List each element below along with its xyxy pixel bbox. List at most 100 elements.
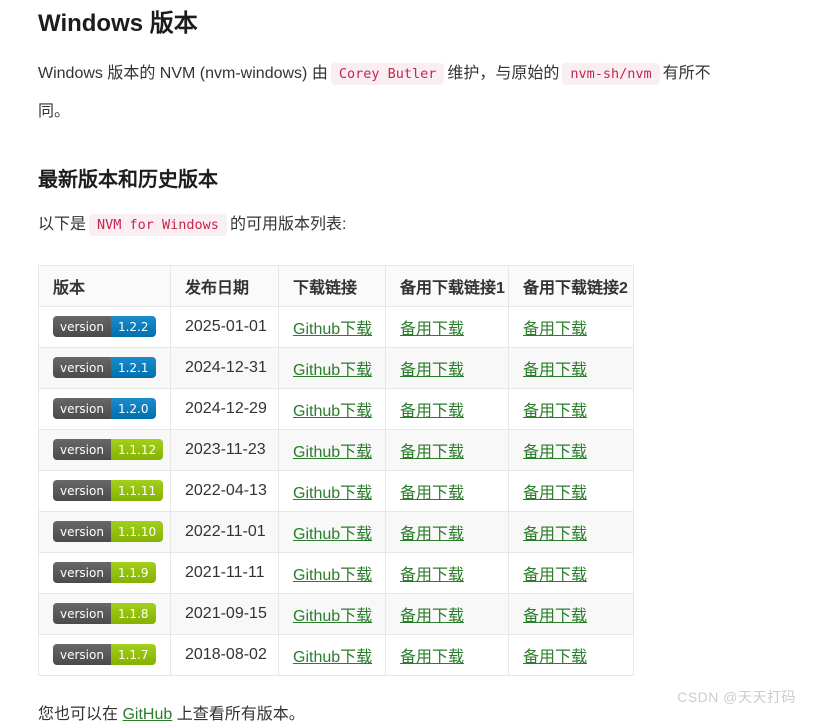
badge-version: 1.2.0 bbox=[110, 398, 156, 420]
article-content: Windows 版本 Windows 版本的 NVM (nvm-windows)… bbox=[0, 9, 815, 727]
table-row: version 1.2.0 2024-12-29 Github下载 备用下载 备用… bbox=[38, 387, 634, 430]
alt-download-link-2[interactable]: 备用下载 bbox=[523, 320, 588, 338]
alt-download-link-2[interactable]: 备用下载 bbox=[523, 566, 588, 584]
badge-label: version bbox=[53, 644, 111, 666]
versions-lede: 以下是 NVM for Windows 的可用版本列表: bbox=[38, 212, 777, 238]
alt-download-link-2[interactable]: 备用下载 bbox=[523, 402, 588, 420]
version-cell: version 1.1.9 bbox=[38, 551, 171, 594]
column-header-date: 发布日期 bbox=[170, 264, 279, 307]
github-download-link[interactable]: Github下载 bbox=[293, 648, 373, 666]
alt-download-link-1[interactable]: 备用下载 bbox=[400, 443, 465, 461]
alt1-cell: 备用下载 bbox=[385, 387, 509, 430]
badge-version: 1.1.7 bbox=[110, 644, 156, 666]
intro-text-3: 有所不同。 bbox=[38, 65, 711, 120]
alt1-cell: 备用下载 bbox=[385, 428, 509, 471]
date-cell: 2025-01-01 bbox=[170, 305, 279, 348]
alt-download-link-1[interactable]: 备用下载 bbox=[400, 361, 465, 379]
footer-note: 您也可以在 GitHub 上查看所有版本。 bbox=[38, 702, 777, 727]
version-badge: version 1.1.9 bbox=[53, 562, 156, 584]
table-row: version 1.1.8 2021-09-15 Github下载 备用下载 备用… bbox=[38, 592, 634, 635]
table-row: version 1.1.7 2018-08-02 Github下载 备用下载 备用… bbox=[38, 633, 634, 676]
alt2-cell: 备用下载 bbox=[508, 428, 634, 471]
table-row: version 1.1.10 2022-11-01 Github下载 备用下载 备… bbox=[38, 510, 634, 553]
table-header-row: 版本 发布日期 下载链接 备用下载链接1 备用下载链接2 bbox=[38, 264, 634, 307]
date-cell: 2022-04-13 bbox=[170, 469, 279, 512]
badge-version: 1.1.10 bbox=[110, 521, 164, 543]
column-header-version: 版本 bbox=[38, 264, 171, 307]
version-badge: version 1.1.7 bbox=[53, 644, 156, 666]
alt-download-link-2[interactable]: 备用下载 bbox=[523, 484, 588, 502]
download-cell: Github下载 bbox=[278, 469, 386, 512]
version-badge: version 1.2.1 bbox=[53, 357, 156, 379]
intro-text-2: 维护，与原始的 bbox=[447, 65, 560, 82]
badge-label: version bbox=[53, 562, 111, 584]
column-header-download: 下载链接 bbox=[278, 264, 386, 307]
download-cell: Github下载 bbox=[278, 305, 386, 348]
alt-download-link-1[interactable]: 备用下载 bbox=[400, 484, 465, 502]
version-cell: version 1.1.7 bbox=[38, 633, 171, 676]
alt2-cell: 备用下载 bbox=[508, 305, 634, 348]
date-cell: 2021-09-15 bbox=[170, 592, 279, 635]
page-title: Windows 版本 bbox=[38, 10, 198, 37]
version-cell: version 1.2.1 bbox=[38, 346, 171, 389]
section-title-versions: 最新版本和历史版本 bbox=[38, 169, 218, 192]
badge-version: 1.1.8 bbox=[110, 603, 156, 625]
badge-version: 1.1.9 bbox=[110, 562, 156, 584]
table-row: version 1.1.9 2021-11-11 Github下载 备用下载 备用… bbox=[38, 551, 634, 594]
badge-label: version bbox=[53, 316, 111, 338]
download-cell: Github下载 bbox=[278, 346, 386, 389]
alt-download-link-2[interactable]: 备用下载 bbox=[523, 607, 588, 625]
alt-download-link-2[interactable]: 备用下载 bbox=[523, 648, 588, 666]
inline-code-maintainer: Corey Butler bbox=[330, 63, 445, 85]
github-download-link[interactable]: Github下载 bbox=[293, 320, 373, 338]
alt2-cell: 备用下载 bbox=[508, 510, 634, 553]
version-badge: version 1.1.11 bbox=[53, 480, 164, 502]
version-cell: version 1.1.11 bbox=[38, 469, 171, 512]
badge-label: version bbox=[53, 521, 111, 543]
download-cell: Github下载 bbox=[278, 633, 386, 676]
alt2-cell: 备用下载 bbox=[508, 346, 634, 389]
badge-version: 1.2.1 bbox=[110, 357, 156, 379]
alt-download-link-1[interactable]: 备用下载 bbox=[400, 566, 465, 584]
badge-label: version bbox=[53, 398, 111, 420]
github-download-link[interactable]: Github下载 bbox=[293, 525, 373, 543]
alt1-cell: 备用下载 bbox=[385, 469, 509, 512]
github-download-link[interactable]: Github下载 bbox=[293, 484, 373, 502]
github-download-link[interactable]: Github下载 bbox=[293, 566, 373, 584]
version-cell: version 1.1.10 bbox=[38, 510, 171, 553]
alt1-cell: 备用下载 bbox=[385, 633, 509, 676]
download-cell: Github下载 bbox=[278, 510, 386, 553]
alt-download-link-2[interactable]: 备用下载 bbox=[523, 525, 588, 543]
badge-label: version bbox=[53, 603, 111, 625]
version-badge: version 1.1.12 bbox=[53, 439, 164, 461]
github-download-link[interactable]: Github下载 bbox=[293, 607, 373, 625]
badge-label: version bbox=[53, 439, 111, 461]
badge-label: version bbox=[53, 480, 111, 502]
github-download-link[interactable]: Github下载 bbox=[293, 402, 373, 420]
alt1-cell: 备用下载 bbox=[385, 346, 509, 389]
alt1-cell: 备用下载 bbox=[385, 305, 509, 348]
download-cell: Github下载 bbox=[278, 387, 386, 430]
alt-download-link-1[interactable]: 备用下载 bbox=[400, 525, 465, 543]
github-all-releases-link[interactable]: GitHub bbox=[122, 705, 173, 723]
lede-text-1: 以下是 bbox=[38, 216, 87, 234]
version-badge: version 1.2.0 bbox=[53, 398, 156, 420]
github-download-link[interactable]: Github下载 bbox=[293, 443, 373, 461]
alt1-cell: 备用下载 bbox=[385, 592, 509, 635]
alt-download-link-2[interactable]: 备用下载 bbox=[523, 443, 588, 461]
versions-table: 版本 发布日期 下载链接 备用下载链接1 备用下载链接2 version 1.2.… bbox=[38, 264, 634, 676]
alt-download-link-1[interactable]: 备用下载 bbox=[400, 402, 465, 420]
footer-text-2: 上查看所有版本。 bbox=[176, 705, 305, 723]
alt-download-link-1[interactable]: 备用下载 bbox=[400, 648, 465, 666]
lede-text-2: 的可用版本列表: bbox=[229, 216, 347, 234]
version-badge: version 1.1.8 bbox=[53, 603, 156, 625]
date-cell: 2024-12-29 bbox=[170, 387, 279, 430]
download-cell: Github下载 bbox=[278, 551, 386, 594]
alt-download-link-2[interactable]: 备用下载 bbox=[523, 361, 588, 379]
intro-paragraph: Windows 版本的 NVM (nvm-windows) 由 Corey But… bbox=[38, 55, 724, 130]
github-download-link[interactable]: Github下载 bbox=[293, 361, 373, 379]
alt-download-link-1[interactable]: 备用下载 bbox=[400, 607, 465, 625]
intro-text-1: Windows 版本的 NVM (nvm-windows) 由 bbox=[38, 65, 328, 82]
alt1-cell: 备用下载 bbox=[385, 510, 509, 553]
alt-download-link-1[interactable]: 备用下载 bbox=[400, 320, 465, 338]
